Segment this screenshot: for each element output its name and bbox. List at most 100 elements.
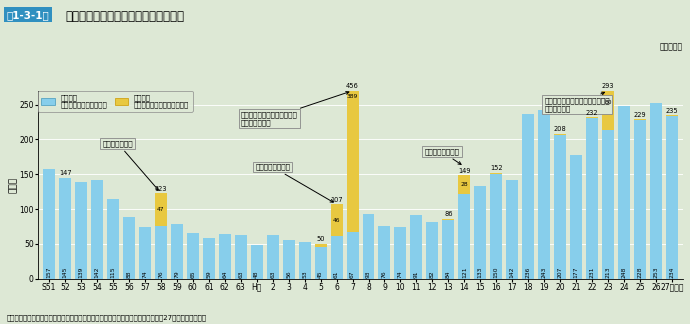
Text: （備考）「石油コンビナート等特別防災区域の特定事業所における事故概要（平成27年中）」より作成: （備考）「石油コンビナート等特別防災区域の特定事業所における事故概要（平成27年… — [7, 314, 207, 321]
Text: 93: 93 — [366, 271, 371, 278]
Bar — [666, 116, 678, 279]
Text: 第1-3-1図: 第1-3-1図 — [7, 10, 50, 20]
Text: 63: 63 — [270, 271, 275, 278]
Text: 456: 456 — [346, 83, 359, 89]
Text: 177: 177 — [573, 266, 579, 278]
Text: 61: 61 — [334, 270, 339, 278]
Bar — [570, 156, 582, 279]
Text: 139: 139 — [79, 267, 83, 278]
Text: 日本海中部地震: 日本海中部地震 — [103, 140, 159, 190]
Bar — [346, 232, 359, 279]
Text: 53: 53 — [302, 270, 307, 278]
Bar — [43, 169, 55, 279]
Text: 50: 50 — [316, 237, 325, 242]
Bar — [362, 214, 375, 279]
Text: 228: 228 — [638, 266, 642, 278]
Text: 88: 88 — [126, 271, 132, 278]
Text: 389: 389 — [347, 94, 358, 99]
Text: 65: 65 — [190, 270, 195, 278]
Text: 79: 79 — [175, 270, 179, 278]
Text: 46: 46 — [333, 218, 340, 223]
Bar — [522, 114, 534, 279]
Bar — [491, 174, 502, 279]
Text: 115: 115 — [110, 266, 115, 278]
Bar — [219, 234, 230, 279]
Bar — [442, 220, 454, 279]
Bar — [602, 75, 614, 130]
Bar — [618, 106, 630, 279]
Bar — [171, 224, 183, 279]
Bar — [426, 222, 438, 279]
Text: 213: 213 — [606, 266, 611, 278]
Bar — [139, 227, 151, 279]
Bar — [267, 235, 279, 279]
Text: 149: 149 — [458, 168, 471, 174]
Text: 157: 157 — [47, 266, 52, 278]
Text: 74: 74 — [142, 270, 148, 278]
Bar — [250, 245, 263, 279]
Bar — [155, 226, 167, 279]
Bar — [155, 193, 167, 226]
Text: 229: 229 — [633, 112, 647, 118]
Bar — [187, 233, 199, 279]
Bar — [346, 0, 359, 232]
Text: 三陸はるか沖地震の最大余震
兵庫県南部地震: 三陸はるか沖地震の最大余震 兵庫県南部地震 — [241, 91, 349, 126]
Text: 64: 64 — [222, 271, 227, 278]
Text: 142: 142 — [510, 266, 515, 278]
Bar — [586, 117, 598, 118]
Text: 東北地方太平洋沖地震及び津波、
その他の地震: 東北地方太平洋沖地震及び津波、 その他の地震 — [544, 92, 610, 112]
Text: 234: 234 — [669, 267, 674, 278]
Text: 231: 231 — [589, 266, 595, 278]
Text: 三陸はるか沖地震: 三陸はるか沖地震 — [255, 164, 333, 202]
Bar — [634, 120, 646, 279]
Text: 76: 76 — [159, 270, 164, 278]
Bar — [586, 118, 598, 279]
Bar — [235, 235, 247, 279]
Bar — [395, 227, 406, 279]
Text: 133: 133 — [477, 267, 483, 278]
Bar — [411, 215, 422, 279]
Bar — [299, 242, 310, 279]
Text: 74: 74 — [398, 270, 403, 278]
Text: 253: 253 — [653, 266, 658, 278]
Text: 235: 235 — [666, 108, 678, 114]
Bar — [283, 240, 295, 279]
Text: 121: 121 — [462, 266, 467, 278]
Text: 北海道十勝沖地震: 北海道十勝沖地震 — [424, 148, 461, 165]
Bar — [458, 175, 471, 194]
Text: 28: 28 — [460, 182, 468, 187]
Text: （各年中）: （各年中） — [660, 42, 683, 51]
Bar — [203, 237, 215, 279]
Bar — [315, 244, 326, 247]
Bar — [602, 130, 614, 279]
Text: 47: 47 — [157, 207, 165, 212]
Bar — [379, 226, 391, 279]
Bar — [315, 247, 326, 279]
Text: 236: 236 — [526, 267, 531, 278]
Text: 248: 248 — [622, 267, 627, 278]
Bar — [331, 236, 342, 279]
Text: 152: 152 — [490, 166, 502, 171]
Bar — [75, 182, 87, 279]
Text: 207: 207 — [558, 266, 562, 278]
Bar — [123, 217, 135, 279]
Bar — [107, 199, 119, 279]
Text: 82: 82 — [430, 270, 435, 278]
Bar — [59, 178, 71, 279]
Bar — [634, 119, 646, 120]
Text: 123: 123 — [155, 186, 167, 191]
Text: 150: 150 — [494, 266, 499, 278]
Text: 59: 59 — [206, 270, 211, 278]
Text: 86: 86 — [444, 211, 453, 217]
Bar — [554, 134, 566, 279]
Bar — [650, 103, 662, 279]
Text: 208: 208 — [554, 126, 566, 133]
Bar — [442, 219, 454, 220]
Bar — [491, 173, 502, 174]
Text: 56: 56 — [286, 270, 291, 278]
Text: 145: 145 — [63, 266, 68, 278]
Text: 243: 243 — [542, 267, 546, 278]
Text: 48: 48 — [254, 271, 259, 278]
Text: 63: 63 — [238, 271, 244, 278]
Text: 91: 91 — [414, 270, 419, 278]
